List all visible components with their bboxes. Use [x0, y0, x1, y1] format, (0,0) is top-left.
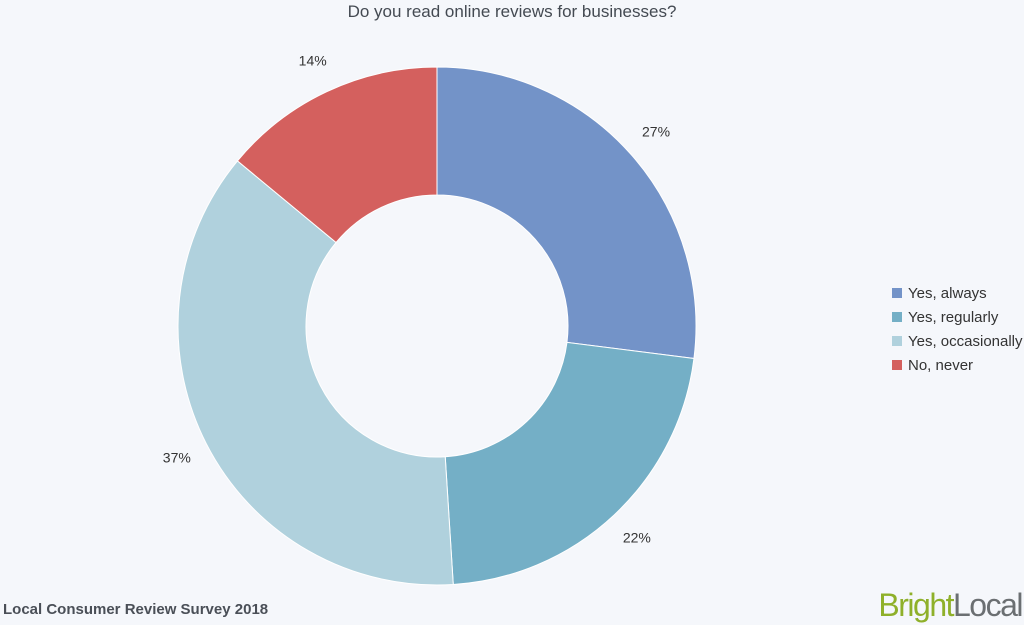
donut-slice-yes-always[interactable]	[436, 66, 697, 360]
chart-legend: Yes, always Yes, regularly Yes, occasional…	[892, 281, 1023, 377]
chart-title: Do you read online reviews for businesse…	[347, 2, 677, 21]
legend-label: Yes, always	[908, 284, 987, 302]
legend-item-no-never[interactable]: No, never	[892, 353, 1023, 377]
legend-label: Yes, occasionally	[908, 332, 1023, 350]
brightlocal-logo: BrightLocal	[878, 586, 1024, 624]
logo-text-local: Local	[953, 587, 1024, 623]
data-label-no-never: 14%	[299, 52, 327, 68]
donut-slice-no-never[interactable]	[236, 66, 438, 244]
legend-swatch	[892, 312, 902, 322]
legend-swatch	[892, 360, 902, 370]
logo-text-bright: Bright	[878, 587, 954, 623]
data-label-yes-always: 27%	[642, 124, 670, 140]
legend-item-yes-occasionally[interactable]: Yes, occasionally	[892, 329, 1023, 353]
data-label-yes-regularly: 22%	[623, 530, 651, 546]
legend-item-yes-regularly[interactable]: Yes, regularly	[892, 305, 1023, 329]
legend-swatch	[892, 336, 902, 346]
source-caption: Local Consumer Review Survey 2018	[3, 601, 269, 618]
legend-label: No, never	[908, 356, 974, 374]
legend-swatch	[892, 288, 902, 298]
data-label-yes-occasionally: 37%	[163, 449, 191, 465]
legend-item-yes-always[interactable]: Yes, always	[892, 281, 1023, 305]
legend-label: Yes, regularly	[908, 308, 999, 326]
donut-slice-yes-occasionally[interactable]	[177, 160, 454, 586]
donut-slice-yes-regularly[interactable]	[444, 341, 695, 586]
